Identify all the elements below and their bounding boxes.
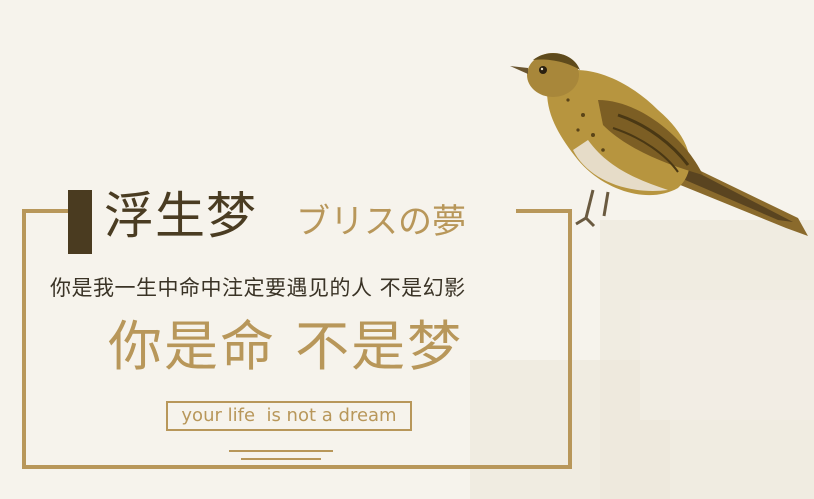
frame-bottom-border [22, 465, 572, 469]
bird-icon [510, 53, 808, 236]
poster-title: 浮生梦 [104, 187, 257, 245]
frame-top-left-border [22, 209, 68, 213]
tagline-text: your life is not a dream [181, 405, 397, 426]
frame-left-border [22, 209, 26, 469]
decorative-line-short [241, 458, 321, 460]
decorative-line-long [229, 450, 333, 452]
poster-headline: 你是命 不是梦 [108, 315, 464, 378]
poster-title-japanese: ブリスの夢 [296, 202, 466, 242]
frame-right-border [568, 209, 572, 469]
poster-subline: 你是我一生中命中注定要遇见的人 不是幻影 [50, 276, 466, 300]
frame-top-right-border [516, 209, 572, 213]
tagline-box: your life is not a dream [166, 401, 412, 431]
title-accent-bar [68, 190, 92, 254]
